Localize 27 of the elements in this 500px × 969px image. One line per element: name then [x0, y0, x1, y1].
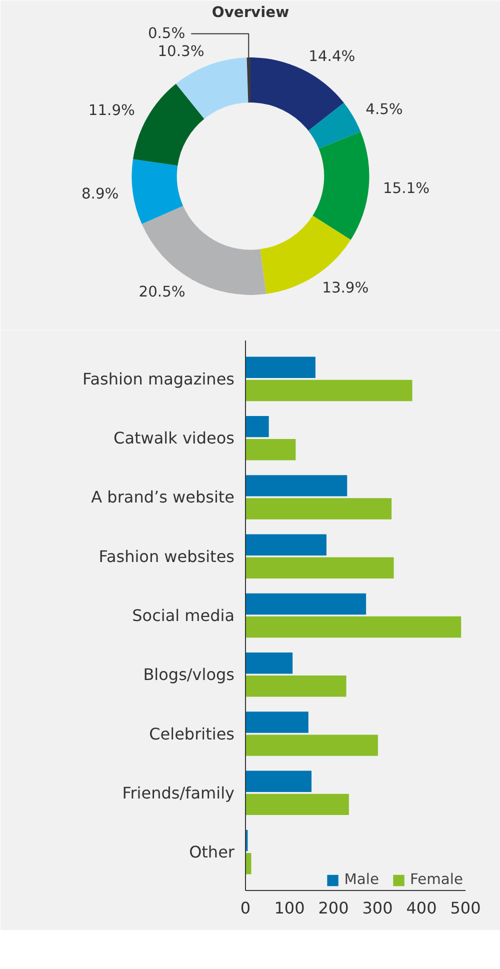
y-tick-label: Other	[189, 842, 235, 862]
legend-label: Male	[344, 871, 379, 888]
x-tick-label: 0	[240, 898, 251, 918]
y-tick-label: Blogs/vlogs	[143, 665, 235, 684]
y-tick-label: Fashion magazines	[82, 369, 235, 388]
x-tick-label: 400	[406, 898, 437, 918]
y-tick-label: A brand’s website	[91, 488, 234, 507]
data-label: 8.9%	[81, 186, 119, 203]
data-label: 13.9%	[322, 280, 369, 297]
y-tick-label: Fashion websites	[98, 546, 234, 566]
y-tick-label: Celebrities	[149, 724, 235, 744]
data-label: 10.3%	[158, 43, 204, 60]
y-tick-label: Friends/family	[122, 783, 234, 802]
data-label: 15.1%	[382, 180, 430, 197]
legend-label: Female	[410, 871, 463, 888]
y-tick-label: Catwalk videos	[114, 428, 235, 448]
data-label: 0.5%	[148, 25, 186, 42]
y-tick-label: Social media	[132, 606, 234, 625]
x-tick-label: 500	[450, 898, 481, 918]
data-label: 4.5%	[366, 101, 403, 118]
data-label: 20.5%	[138, 284, 186, 301]
data-label: 11.9%	[88, 102, 136, 119]
data-label: 14.4%	[308, 48, 356, 66]
x-tick-label: 100	[274, 898, 305, 918]
chart-title: Overview	[212, 4, 290, 21]
x-tick-label: 200	[318, 898, 349, 918]
x-tick-label: 300	[362, 898, 393, 918]
